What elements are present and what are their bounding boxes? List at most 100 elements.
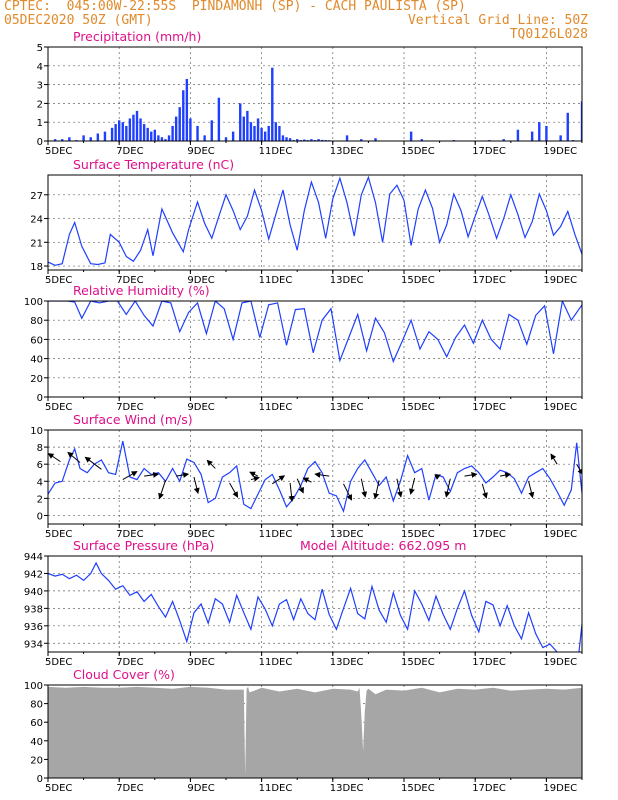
- wind-arrow: [296, 478, 304, 494]
- x-tick-label: 17DEC: [472, 402, 506, 413]
- y-tick-label: 0: [37, 511, 43, 522]
- x-tick-label: 19DEC: [543, 275, 577, 286]
- x-tick-label: 9DEC: [187, 657, 214, 668]
- x-tick-label: 9DEC: [187, 529, 214, 540]
- x-tick-label: 7DEC: [116, 275, 143, 286]
- y-tick-label: 8: [37, 443, 43, 454]
- y-tick-label: 27: [30, 191, 43, 202]
- wind-arrow: [481, 483, 488, 499]
- wind-arrow: [360, 478, 368, 498]
- x-tick-label: 11DEC: [259, 146, 293, 157]
- y-tick-label: 4: [37, 477, 43, 488]
- precip-bar: [164, 139, 167, 141]
- precip-bar: [345, 135, 349, 141]
- y-tick-label: 3: [37, 81, 43, 92]
- precip-bar: [189, 118, 192, 141]
- precip-bar: [231, 131, 235, 141]
- precip-bar: [203, 135, 206, 141]
- wind-arrow: [193, 476, 200, 494]
- panel-frame: [47, 684, 583, 779]
- x-tick-label: 13DEC: [330, 275, 364, 286]
- wind-arrow: [444, 478, 451, 498]
- wind-arrow: [158, 480, 166, 500]
- precip-bar: [121, 122, 124, 141]
- precip-bar: [110, 127, 114, 141]
- panel-title: Cloud Cover (%): [73, 667, 175, 682]
- x-tick-label: 19DEC: [543, 657, 577, 668]
- precip-bar: [125, 125, 128, 141]
- plot-area: [53, 67, 582, 141]
- x-tick-label: 7DEC: [116, 146, 143, 157]
- precip-bar: [538, 122, 541, 141]
- precip-bar: [142, 124, 146, 141]
- y-tick-label: 944: [24, 552, 43, 563]
- precip-bar: [267, 125, 270, 141]
- precip-bar: [317, 139, 320, 141]
- x-tick-label: 7DEC: [116, 529, 143, 540]
- panel-frame: [47, 555, 583, 653]
- wind-arrow: [500, 472, 512, 479]
- precip-bar: [196, 125, 199, 141]
- y-tick-label: 934: [24, 639, 43, 650]
- y-tick-label: 18: [30, 262, 43, 273]
- y-tick-label: 1: [37, 118, 43, 129]
- x-tick-label: 5DEC: [45, 402, 72, 413]
- precip-bar: [516, 129, 520, 141]
- wind-arrow: [67, 451, 81, 463]
- x-tick-label: 17DEC: [472, 275, 506, 286]
- x-tick-label: 11DEC: [259, 529, 293, 540]
- wind-arrow: [314, 471, 330, 478]
- precip-bar: [167, 135, 171, 141]
- precip-bar: [174, 116, 178, 141]
- precip-bar: [260, 127, 263, 141]
- x-tick-label: 17DEC: [472, 657, 506, 668]
- x-tick-label: 15DEC: [401, 146, 435, 157]
- x-tick-label: 19DEC: [543, 146, 577, 157]
- precip-bar: [274, 122, 278, 141]
- y-tick-label: 24: [30, 215, 43, 226]
- x-tick-label: 5DEC: [45, 146, 72, 157]
- precip-bar: [139, 118, 142, 141]
- x-tick-label: 5DEC: [45, 783, 72, 794]
- x-tick-label: 15DEC: [401, 657, 435, 668]
- x-tick-label: 17DEC: [472, 529, 506, 540]
- x-tick-label: 5DEC: [45, 657, 72, 668]
- wind-arrow: [250, 475, 260, 482]
- wind-arrow: [288, 482, 295, 502]
- y-tick-label: 6: [37, 460, 43, 471]
- x-tick-label: 19DEC: [543, 529, 577, 540]
- x-tick-label: 7DEC: [116, 402, 143, 413]
- panel-frame: [47, 429, 583, 525]
- x-tick-label: 13DEC: [330, 146, 364, 157]
- y-tick-label: 5: [37, 43, 43, 54]
- precip-bar: [150, 131, 153, 141]
- panel-frame: [47, 174, 583, 271]
- y-tick-label: 60: [30, 335, 43, 346]
- y-tick-label: 940: [24, 587, 43, 598]
- plot-area: [48, 686, 582, 778]
- precip-bar: [420, 139, 423, 141]
- x-tick-label: 19DEC: [543, 402, 577, 413]
- precip-bar: [285, 137, 288, 141]
- y-tick-label: 2: [37, 99, 43, 110]
- wind-arrow: [122, 471, 138, 480]
- plot-area: [48, 440, 582, 514]
- y-tick-label: 40: [30, 355, 43, 366]
- precip-bar: [580, 101, 582, 141]
- series-line: [48, 561, 582, 652]
- x-tick-label: 13DEC: [330, 657, 364, 668]
- x-tick-label: 9DEC: [187, 783, 214, 794]
- x-tick-label: 9DEC: [187, 402, 214, 413]
- wind-arrow: [373, 480, 380, 500]
- precip-bar: [182, 90, 185, 141]
- precip-bar: [374, 138, 377, 141]
- precip-bar: [160, 137, 164, 141]
- panel-frame: [47, 300, 583, 398]
- wind-arrow: [528, 481, 535, 499]
- precip-bar: [242, 116, 245, 141]
- precip-bar: [132, 114, 135, 141]
- x-tick-label: 13DEC: [330, 402, 364, 413]
- wind-arrow: [464, 472, 478, 478]
- panel-4: 0 2 4 6 8 10 5DEC 7DEC 9DEC 11DEC 13DEC 15DEC 17DEC 1…: [30, 412, 583, 540]
